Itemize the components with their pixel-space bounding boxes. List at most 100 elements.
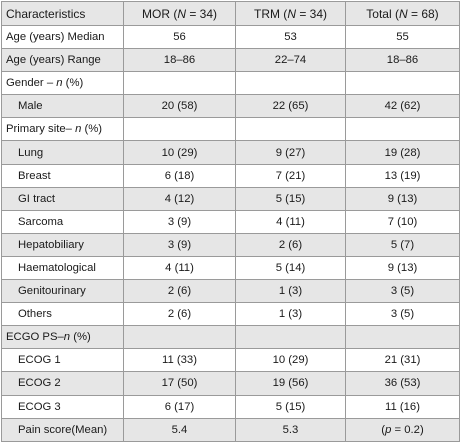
header-total-prefix: Total ( <box>366 6 399 21</box>
mor-cell: 18–86 <box>123 48 236 73</box>
table-row: Haematological 4 (11) 5 (14) 9 (13) <box>1 255 460 281</box>
header-mor: MOR (N = 34) <box>123 1 236 26</box>
row-label: Pain score(Mean) <box>1 417 124 442</box>
table-row: Sarcoma 3 (9) 4 (11) 7 (10) <box>1 209 460 234</box>
row-label: ECOG 1 <box>1 348 124 373</box>
trm-cell: 22 (65) <box>235 94 346 119</box>
total-cell: 5 (7) <box>345 232 460 257</box>
trm-cell <box>235 71 346 96</box>
table-row: Breast 6 (18) 7 (21) 13 (19) <box>1 163 460 188</box>
table-row: Male 20 (58) 22 (65) 42 (62) <box>1 94 460 119</box>
trm-cell <box>235 325 346 350</box>
section-row-primary-site: Primary site– n (%) <box>1 117 460 142</box>
mor-cell <box>123 325 236 350</box>
total-cell: 36 (53) <box>345 371 460 396</box>
row-label: Age (years) Range <box>1 48 124 73</box>
row-label: Lung <box>1 140 124 165</box>
section-label-n: n <box>56 77 63 90</box>
row-label: Haematological <box>1 255 124 281</box>
mor-cell <box>123 117 236 142</box>
mor-cell: 6 (18) <box>123 163 236 188</box>
total-cell <box>345 117 460 142</box>
row-label: Male <box>1 94 124 119</box>
row-label: ECOG 3 <box>1 394 124 419</box>
table-row: Lung 10 (29) 9 (27) 19 (28) <box>1 140 460 165</box>
table-row: Age (years) Median 56 53 55 <box>1 24 460 50</box>
header-trm-prefix: TRM ( <box>253 6 288 21</box>
trm-cell: 4 (11) <box>235 209 346 234</box>
trm-cell: 19 (56) <box>235 371 346 396</box>
trm-cell: 7 (21) <box>235 163 346 188</box>
trm-cell: 1 (3) <box>235 302 346 327</box>
total-cell: 55 <box>345 24 460 50</box>
total-cell: 19 (28) <box>345 140 460 165</box>
p-value-suffix: = 0.2) <box>391 423 424 436</box>
header-mor-prefix: MOR ( <box>141 6 178 21</box>
mor-cell: 20 (58) <box>123 94 236 119</box>
total-cell: 11 (16) <box>345 394 460 419</box>
mor-cell: 4 (11) <box>123 255 236 281</box>
mor-cell: 17 (50) <box>123 371 236 396</box>
mor-cell: 11 (33) <box>123 348 236 373</box>
section-label-prefix: Primary site– <box>6 123 76 136</box>
trm-cell: 5 (15) <box>235 186 346 211</box>
section-label-suffix: (%) <box>62 77 84 90</box>
total-cell: 9 (13) <box>345 255 460 281</box>
section-label-n: n <box>75 123 82 136</box>
trm-cell: 10 (29) <box>235 348 346 373</box>
mor-cell: 5.4 <box>123 417 236 442</box>
mor-cell: 10 (29) <box>123 140 236 165</box>
section-label-prefix: ECGO PS– <box>6 331 64 344</box>
total-cell <box>345 71 460 96</box>
header-characteristics: Characteristics <box>1 1 124 26</box>
row-label: Breast <box>1 163 124 188</box>
total-cell: 42 (62) <box>345 94 460 119</box>
mor-cell: 56 <box>123 24 236 50</box>
table-row: Others 2 (6) 1 (3) 3 (5) <box>1 302 460 327</box>
section-label-suffix: (%) <box>70 331 91 344</box>
header-trm-suffix: = 34) <box>295 6 328 21</box>
section-label-suffix: (%) <box>81 123 103 136</box>
table-row: ECOG 3 6 (17) 5 (15) 11 (16) <box>1 394 460 419</box>
row-label: Hepatobiliary <box>1 232 124 257</box>
section-label: ECGO PS–n (%) <box>1 325 124 350</box>
mor-cell <box>123 71 236 96</box>
total-cell: 18–86 <box>345 48 460 73</box>
total-cell: 13 (19) <box>345 163 460 188</box>
header-total: Total (N = 68) <box>345 1 460 26</box>
total-cell: 21 (31) <box>345 348 460 373</box>
header-mor-n: N <box>177 6 186 21</box>
section-label: Gender – n (%) <box>1 71 124 96</box>
section-label: Primary site– n (%) <box>1 117 124 142</box>
header-total-suffix: = 68) <box>407 6 439 21</box>
mor-cell: 3 (9) <box>123 209 236 234</box>
row-label: Others <box>1 302 124 327</box>
table-row: Age (years) Range 18–86 22–74 18–86 <box>1 48 460 73</box>
header-trm-n: N <box>287 6 296 21</box>
section-row-ecog: ECGO PS–n (%) <box>1 325 460 350</box>
row-label: ECOG 2 <box>1 371 124 396</box>
total-cell: 9 (13) <box>345 186 460 211</box>
mor-cell: 3 (9) <box>123 232 236 257</box>
trm-cell: 9 (27) <box>235 140 346 165</box>
total-cell <box>345 325 460 350</box>
mor-cell: 2 (6) <box>123 302 236 327</box>
table-row: ECOG 2 17 (50) 19 (56) 36 (53) <box>1 371 460 396</box>
table-row: ECOG 1 11 (33) 10 (29) 21 (31) <box>1 348 460 373</box>
row-label: GI tract <box>1 186 124 211</box>
total-cell: (p = 0.2) <box>345 417 460 442</box>
mor-cell: 2 (6) <box>123 279 236 304</box>
trm-cell <box>235 117 346 142</box>
trm-cell: 5 (15) <box>235 394 346 419</box>
trm-cell: 5.3 <box>235 417 346 442</box>
table-row: Hepatobiliary 3 (9) 2 (6) 5 (7) <box>1 232 460 257</box>
header-mor-suffix: = 34) <box>185 6 218 21</box>
section-label-prefix: Gender – <box>6 77 57 90</box>
section-row-gender: Gender – n (%) <box>1 71 460 96</box>
header-trm: TRM (N = 34) <box>235 1 346 26</box>
table-row: GI tract 4 (12) 5 (15) 9 (13) <box>1 186 460 211</box>
total-cell: 3 (5) <box>345 302 460 327</box>
trm-cell: 2 (6) <box>235 232 346 257</box>
table-row-pain-score: Pain score(Mean) 5.4 5.3 (p = 0.2) <box>1 417 460 442</box>
